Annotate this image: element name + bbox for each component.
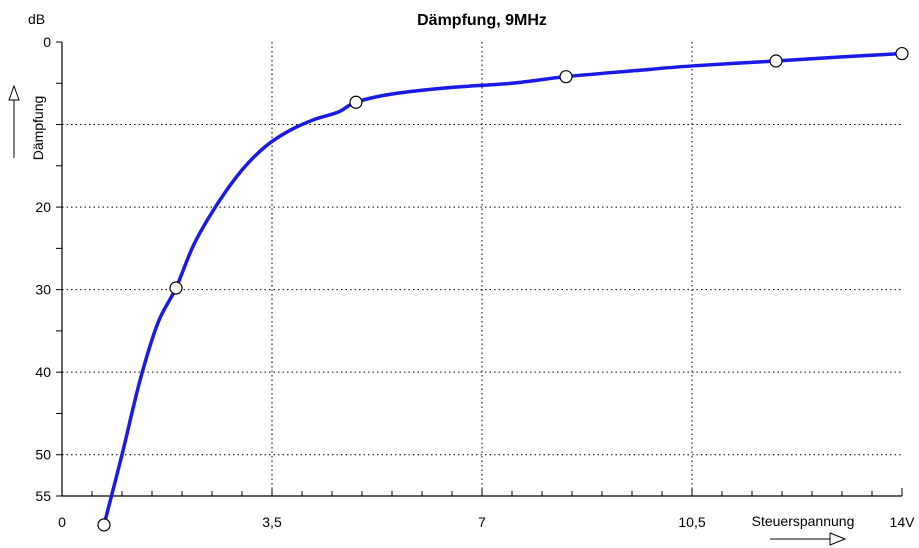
x-axis-label: Steuerspannung	[752, 513, 855, 529]
ticks	[56, 41, 903, 497]
x-tick-label: 3,5	[262, 514, 282, 530]
y-tick-label: 30	[35, 282, 51, 298]
y-axis-arrow	[8, 84, 20, 158]
y-tick-label: 55	[35, 488, 51, 504]
chart-title: Dämpfung, 9MHz	[417, 12, 547, 29]
x-tick-label: 0	[58, 514, 66, 530]
tick-labels: 0 3,5 7 10,5 14V 0 20 30 40 50 55	[35, 34, 915, 530]
x-tick-label: 10,5	[678, 514, 705, 530]
series-curve	[102, 51, 904, 527]
data-point	[769, 54, 783, 68]
data-point	[97, 518, 111, 532]
data-point	[169, 281, 183, 295]
data-markers	[97, 46, 909, 532]
y-tick-label: 50	[35, 447, 51, 463]
data-point	[349, 95, 363, 109]
y-tick-label: 40	[35, 364, 51, 380]
y-axis-label: Dämpfung	[30, 96, 46, 161]
x-axis-arrow	[770, 532, 847, 546]
x-tick-label: 14V	[890, 514, 916, 530]
x-tick-label: 7	[478, 514, 486, 530]
series-line	[102, 51, 904, 527]
data-point	[895, 46, 909, 61]
y-tick-label: 20	[35, 199, 51, 215]
y-tick-label: 0	[43, 34, 51, 50]
data-point	[559, 70, 573, 84]
y-axis-unit: dB	[28, 11, 45, 27]
grid-lines	[62, 42, 902, 496]
